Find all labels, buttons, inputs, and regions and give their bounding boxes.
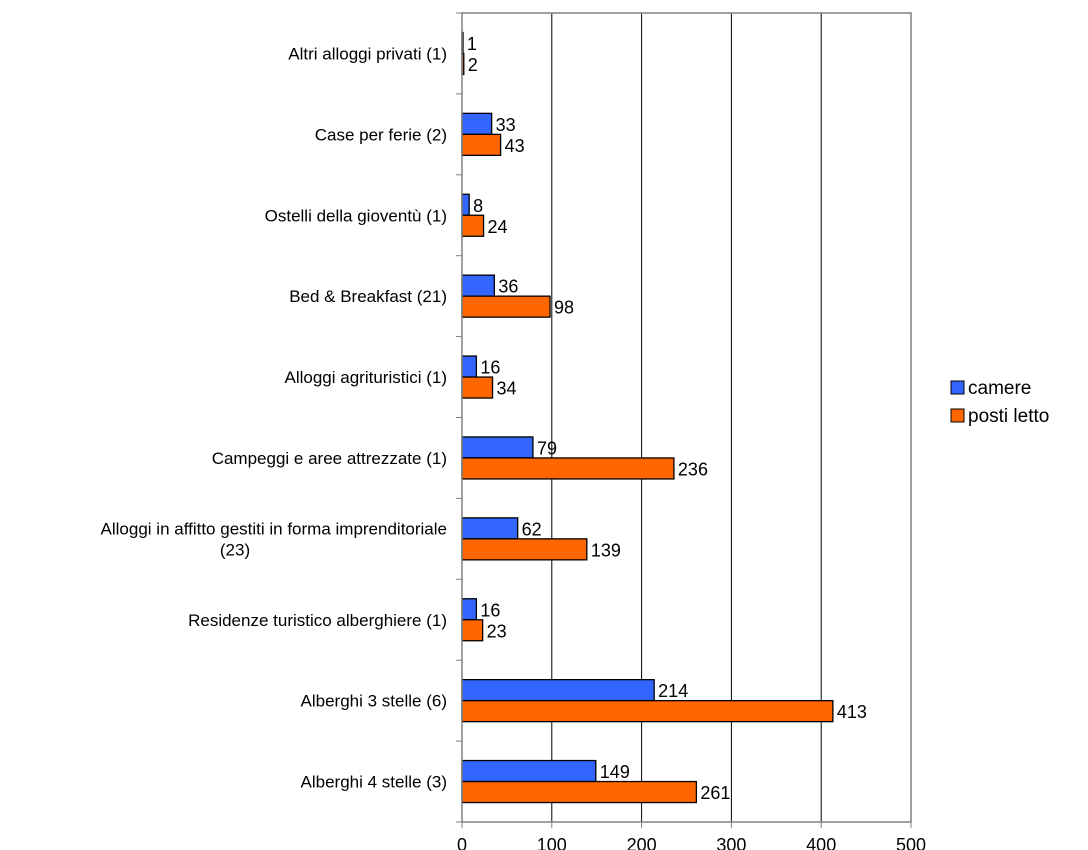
legend: camere posti letto bbox=[950, 378, 1049, 427]
data-label: 43 bbox=[505, 136, 525, 156]
data-label: 98 bbox=[554, 298, 574, 318]
category-label: Alloggi agrituristici (1) bbox=[285, 368, 448, 387]
data-label: 16 bbox=[480, 358, 500, 378]
legend-label: posti letto bbox=[968, 406, 1049, 427]
bar-posti-letto bbox=[461, 700, 834, 723]
data-labels: 1233438243698163479236621391623214413149… bbox=[467, 34, 867, 803]
bar-posti-letto bbox=[461, 376, 494, 399]
data-label: 16 bbox=[480, 600, 500, 620]
data-label: 413 bbox=[837, 702, 867, 722]
data-label: 36 bbox=[498, 277, 518, 297]
bar-camere bbox=[461, 436, 534, 459]
category-label: Alberghi 3 stelle (6) bbox=[301, 692, 447, 711]
data-label: 139 bbox=[591, 540, 621, 560]
data-label: 8 bbox=[473, 196, 483, 216]
data-label: 1 bbox=[467, 34, 477, 54]
data-label: 33 bbox=[496, 115, 516, 135]
x-tick-label: 200 bbox=[627, 835, 657, 850]
category-label: Altri alloggi privati (1) bbox=[288, 44, 447, 63]
x-tick-label: 500 bbox=[896, 835, 926, 850]
data-label: 24 bbox=[488, 217, 508, 237]
bar-camere bbox=[461, 517, 519, 540]
bar-posti-letto bbox=[461, 295, 551, 318]
x-tick-labels: 0 100 200 300 400 500 bbox=[457, 835, 926, 850]
data-label: 236 bbox=[678, 459, 708, 479]
category-label: Ostelli della gioventù (1) bbox=[265, 206, 447, 225]
bars bbox=[461, 31, 834, 804]
bar-camere bbox=[461, 598, 478, 621]
category-label: Residenze turistico alberghiere (1) bbox=[188, 611, 447, 630]
legend-label: camere bbox=[968, 378, 1031, 399]
data-label: 149 bbox=[600, 762, 630, 782]
bar-posti-letto bbox=[461, 214, 485, 237]
x-tick-label: 100 bbox=[537, 835, 567, 850]
category-label: Bed & Breakfast (21) bbox=[289, 287, 447, 306]
category-labels: Altri alloggi privati (1) Case per ferie … bbox=[101, 44, 447, 791]
data-label: 34 bbox=[497, 379, 517, 399]
category-label: Case per ferie (2) bbox=[315, 125, 447, 144]
x-tick-label: 400 bbox=[806, 835, 836, 850]
bar-camere bbox=[461, 759, 597, 783]
bar-camere bbox=[461, 193, 470, 216]
data-label: 23 bbox=[487, 621, 507, 641]
bar-posti-letto bbox=[461, 780, 698, 804]
data-label: 62 bbox=[522, 519, 542, 539]
bar-camere bbox=[461, 274, 495, 297]
bar-camere bbox=[461, 679, 655, 702]
bar-posti-letto bbox=[461, 619, 484, 642]
legend-swatch bbox=[950, 380, 965, 395]
category-label: Alberghi 4 stelle (3) bbox=[301, 773, 447, 792]
x-tick-label: 300 bbox=[716, 835, 746, 850]
bar-posti-letto bbox=[461, 133, 502, 157]
data-label: 2 bbox=[468, 55, 478, 75]
category-label: (23) bbox=[220, 540, 250, 559]
bar-camere bbox=[461, 355, 478, 378]
bar-posti-letto bbox=[461, 538, 588, 561]
legend-swatch bbox=[950, 408, 965, 423]
data-label: 214 bbox=[658, 681, 688, 701]
data-label: 261 bbox=[700, 783, 730, 803]
axes bbox=[456, 12, 912, 828]
bar-posti-letto bbox=[461, 457, 675, 480]
x-tick-label: 0 bbox=[457, 835, 467, 850]
data-label: 79 bbox=[537, 438, 557, 458]
category-label: Campeggi e aree attrezzate (1) bbox=[212, 449, 447, 468]
bar-camere bbox=[461, 112, 493, 135]
category-label: Alloggi in affitto gestiti in forma impr… bbox=[101, 519, 447, 538]
